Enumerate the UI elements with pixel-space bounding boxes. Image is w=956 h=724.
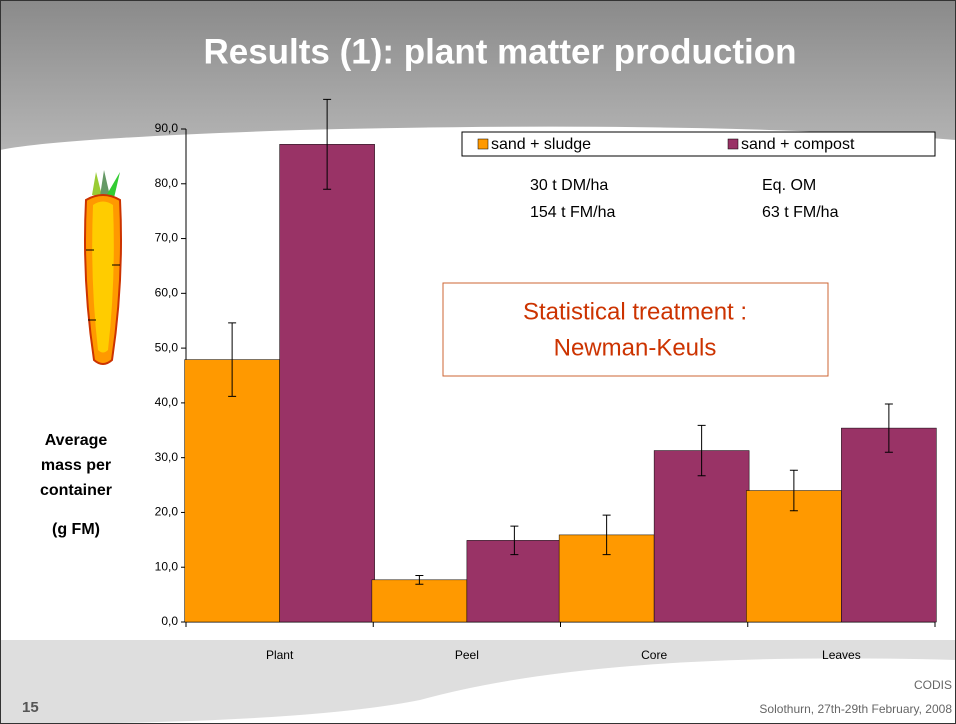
carrot-icon [84,170,122,365]
y-axis-label: container [40,482,112,499]
error-bar [884,403,893,453]
legend-label: sand + compost [741,136,855,153]
y-axis-label: Average [45,432,108,449]
y-tick-label: 90,0 [155,121,179,135]
bar [371,579,468,623]
footer-event: Solothurn, 27th-29th February, 2008 [759,702,952,716]
bar [279,144,375,623]
slide-title: Results (1): plant matter production [203,32,796,71]
error-bar [415,574,424,585]
footer-org: CODIS [914,678,952,692]
legend-box [461,131,936,157]
y-axis-label: (g FM) [52,521,100,538]
bar [746,490,842,623]
annotation: 154 t FM/ha [530,204,615,221]
bar [841,427,937,623]
stat-box [442,282,829,377]
y-tick-label: 50,0 [155,340,179,354]
y-tick-label: 0,0 [161,614,178,628]
y-tick-label: 30,0 [155,450,179,464]
y-tick-label: 10,0 [155,559,179,573]
y-axis-label: mass per [41,457,111,474]
stat-box-text: Statistical treatment : [523,298,747,325]
error-bar [602,514,611,556]
legend-swatch [477,138,489,150]
error-bar [323,98,332,190]
y-tick-label: 60,0 [155,286,179,300]
annotation: 30 t DM/ha [530,177,608,194]
slide-number: 15 [22,699,39,716]
x-tick-label: Peel [455,648,479,662]
annotation: 63 t FM/ha [762,204,839,221]
stat-box-text: Newman-Keuls [554,334,717,361]
x-tick-label: Leaves [822,648,861,662]
annotation: Eq. OM [762,177,816,194]
bar [653,450,750,623]
error-bar [510,525,519,556]
header-band [0,0,956,150]
bar [184,359,280,623]
error-bar [789,469,798,512]
y-tick-label: 20,0 [155,505,179,519]
error-bar [228,322,237,397]
footer-band [0,640,956,724]
error-bar [697,424,706,477]
legend-swatch [727,138,739,150]
y-tick-label: 40,0 [155,395,179,409]
x-tick-label: Core [641,648,667,662]
y-tick-label: 70,0 [155,231,179,245]
x-tick-label: Plant [266,648,294,662]
legend-label: sand + sludge [491,136,591,153]
y-tick-label: 80,0 [155,176,179,190]
